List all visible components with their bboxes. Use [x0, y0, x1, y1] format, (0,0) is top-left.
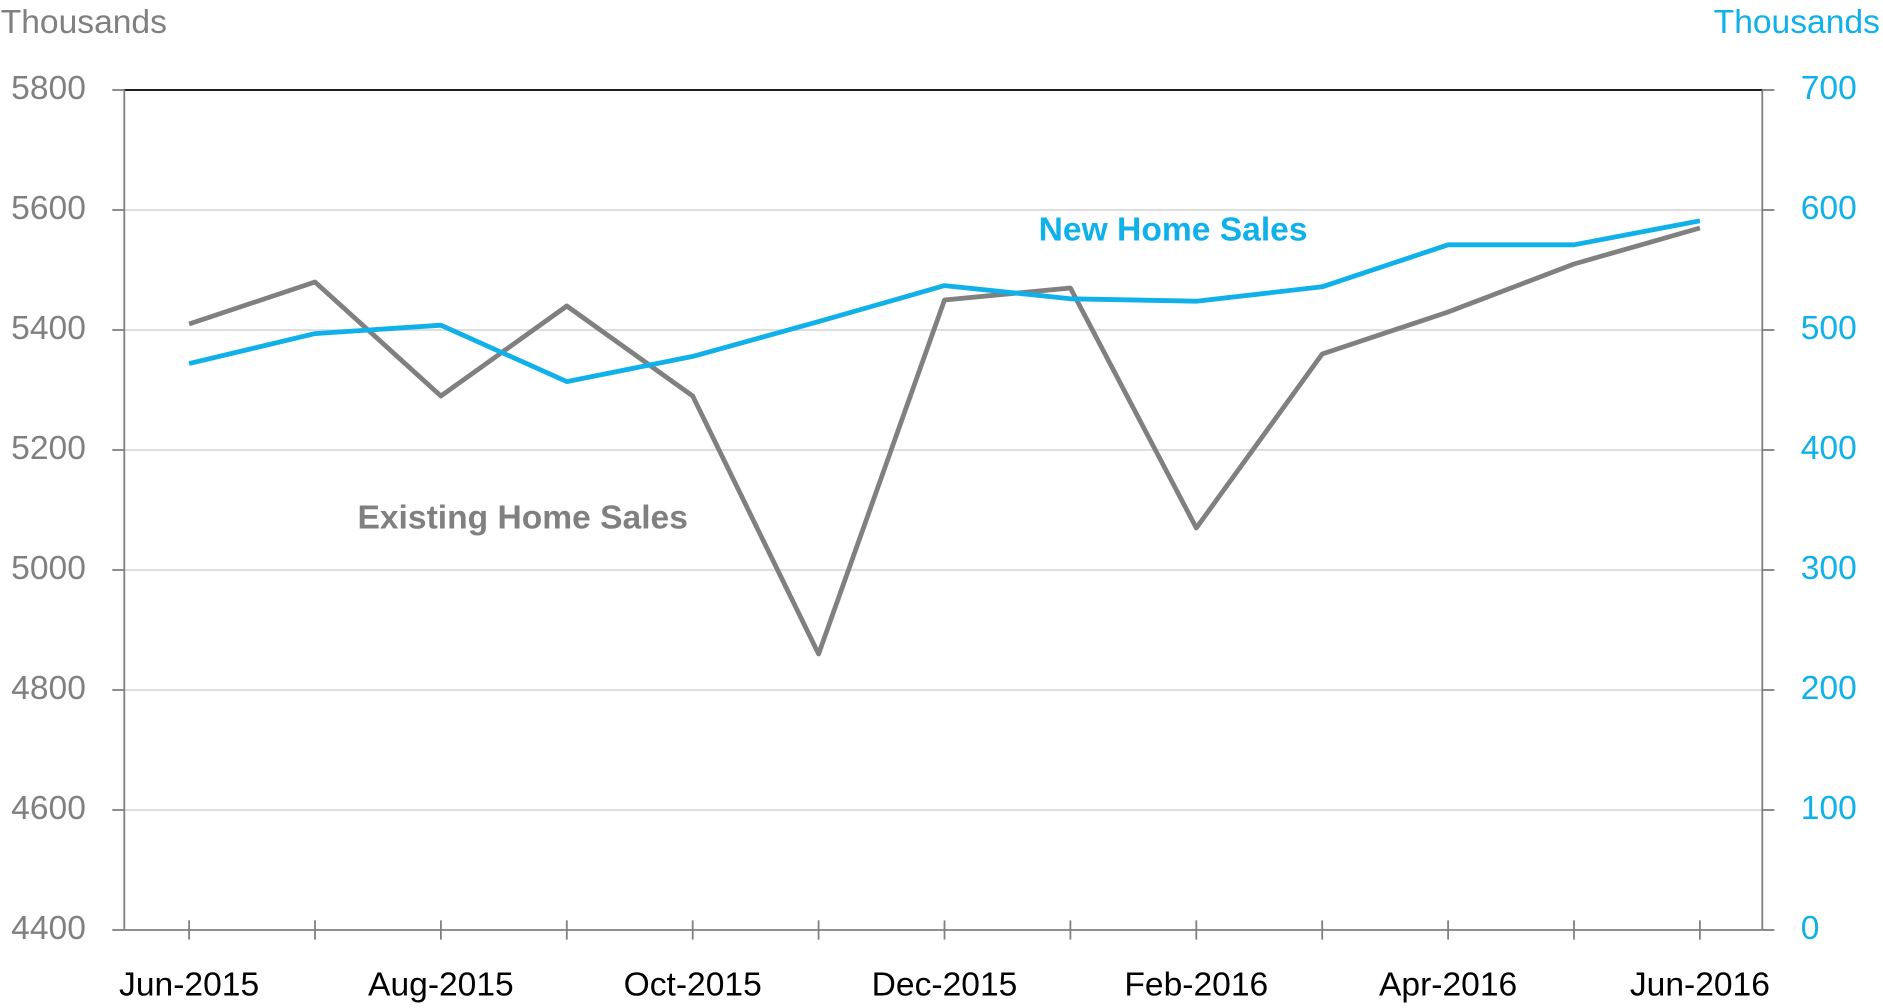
x-tick-label: Jun-2015 [119, 966, 259, 1003]
y2-tick-label: 0 [1801, 910, 1820, 947]
x-tick-label: Oct-2015 [624, 966, 762, 1003]
y-axis-label: Thousands [1, 4, 167, 41]
y2-tick-label: 500 [1801, 310, 1857, 347]
series-label: Existing Home Sales [357, 499, 687, 536]
y-tick-label: 5400 [11, 310, 86, 347]
y-tick-label: 5200 [11, 430, 86, 467]
x-tick-label: Feb-2016 [1124, 966, 1268, 1003]
y-tick-label: 4800 [11, 670, 86, 707]
y-tick-label: 5600 [11, 190, 86, 227]
y2-tick-label: 400 [1801, 430, 1857, 467]
series-label: New Home Sales [1039, 211, 1308, 248]
y-tick-label: 4600 [11, 790, 86, 827]
y2-tick-label: 200 [1801, 670, 1857, 707]
series-line [188, 218, 1701, 384]
y2-tick-label: 600 [1801, 190, 1857, 227]
y2-tick-label: 300 [1801, 550, 1857, 587]
y-tick-label: 5000 [11, 550, 86, 587]
y2-axis-label: Thousands [1714, 4, 1880, 41]
y-tick-label: 4400 [11, 910, 86, 947]
x-tick-label: Jun-2016 [1630, 966, 1770, 1003]
y2-tick-label: 700 [1801, 70, 1857, 107]
y2-tick-label: 100 [1801, 790, 1857, 827]
x-tick-label: Aug-2015 [368, 966, 514, 1003]
series-line [188, 225, 1701, 657]
y-tick-label: 5800 [11, 70, 86, 107]
x-tick-label: Apr-2016 [1379, 966, 1517, 1003]
x-tick-label: Dec-2015 [872, 966, 1018, 1003]
